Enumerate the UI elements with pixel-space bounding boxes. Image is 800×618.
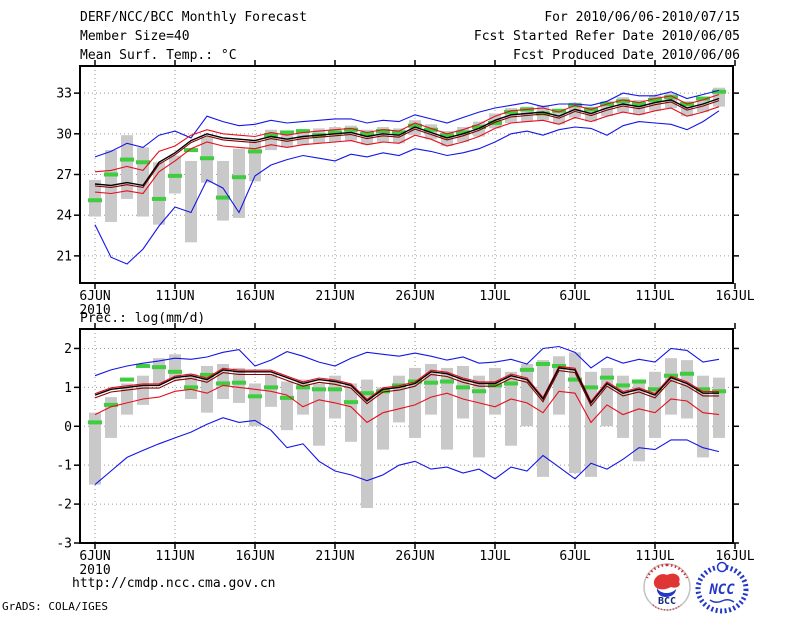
series-ensemble-max (94, 345, 720, 377)
svg-text:-2: -2 (56, 498, 72, 513)
refer-date-label: Fcst Started Refer Date 2010/06/05 (473, 29, 740, 44)
grads-credit: GrADS: COLA/IGES (2, 600, 108, 613)
bcc-logo-blue-swirl (656, 588, 676, 598)
bcc-logo-text: BCC (658, 596, 676, 607)
svg-text:11JUN: 11JUN (155, 289, 194, 304)
bcc-logo-bottom-text-arc (652, 604, 682, 611)
temperature-chart-title: Mean Surf. Temp.: °C (80, 48, 237, 63)
series-ensemble-mean (94, 97, 720, 187)
svg-text:16JUL: 16JUL (715, 289, 754, 304)
ncc-logo-wave (709, 598, 735, 604)
ncc-logo: NCC (695, 561, 749, 614)
svg-text:6JUN: 6JUN (79, 549, 110, 564)
series-observation (88, 362, 726, 425)
svg-text:27: 27 (56, 168, 72, 183)
svg-text:24: 24 (56, 209, 72, 224)
svg-text:21JUN: 21JUN (315, 289, 354, 304)
svg-text:30: 30 (56, 127, 72, 142)
svg-text:16JUL: 16JUL (715, 549, 754, 564)
svg-text:6JUL: 6JUL (559, 549, 590, 564)
svg-text:11JUL: 11JUL (635, 549, 674, 564)
series-lower-quartile (94, 384, 720, 424)
series-ensemble-min (94, 417, 720, 486)
bcc-logo-top-text-arc (666, 563, 689, 579)
svg-text:11JUN: 11JUN (155, 549, 194, 564)
svg-text:33: 33 (56, 87, 72, 102)
axis-ticks-and-labels: 21 24 27 30 33 6JUN 11JUN 16JUN 21JUN 26JUN 1JUL 6J… (56, 60, 755, 318)
svg-text:1JUL: 1JUL (479, 549, 510, 564)
page-title: DERF/NCC/BCC Monthly Forecast (80, 10, 307, 25)
svg-text:-3: -3 (56, 537, 72, 552)
bcc-logo-red-cloud (653, 573, 680, 590)
svg-text:16JUN: 16JUN (235, 549, 274, 564)
svg-text:0: 0 (64, 420, 72, 435)
precip-chart-title: Prec.: log(mm/d) (80, 311, 206, 326)
series-upper-quartile (94, 365, 719, 403)
series-lower-quartile (94, 106, 720, 195)
svg-text:2010: 2010 (79, 563, 110, 578)
svg-text:11JUL: 11JUL (635, 289, 674, 304)
svg-text:16JUN: 16JUN (235, 289, 274, 304)
series-control-run (94, 370, 719, 407)
series-ensemble-min (94, 110, 720, 265)
svg-text:2: 2 (64, 342, 72, 357)
svg-text:21: 21 (56, 249, 72, 264)
plot-border (79, 328, 734, 544)
bcc-logo: BCC (643, 563, 691, 611)
produced-date-label: Fcst Produced Date 2010/06/06 (513, 48, 740, 63)
svg-text:6JUL: 6JUL (559, 289, 590, 304)
svg-text:26JUN: 26JUN (395, 289, 434, 304)
svg-text:21JUN: 21JUN (315, 549, 354, 564)
series-ensemble-mean (94, 367, 719, 405)
svg-text:1JUL: 1JUL (479, 289, 510, 304)
member-size-label: Member Size=40 (80, 29, 190, 44)
series-control-run (94, 100, 720, 189)
svg-text:-1: -1 (56, 459, 72, 474)
ncc-logo-wreath (695, 564, 749, 614)
svg-text:2010: 2010 (79, 303, 110, 318)
bcc-logo-top-text-arc2 (645, 563, 668, 579)
spread-bars (89, 352, 725, 508)
ncc-logo-emblem (716, 561, 728, 573)
spread-bars (89, 87, 725, 243)
forecast-range-label: For 2010/06/06-2010/07/15 (544, 10, 740, 25)
temperature-chart: 21 24 27 30 33 6JUN 11JUN 16JUN 21JUN 26JUN 1JUL 6J… (56, 60, 755, 318)
ncc-logo-text: NCC (708, 582, 735, 598)
source-url: http://cmdp.ncc.cma.gov.cn (72, 576, 276, 591)
svg-text:26JUN: 26JUN (395, 549, 434, 564)
series-ensemble-max (94, 89, 720, 158)
svg-text:1: 1 (64, 381, 72, 396)
svg-text:6JUN: 6JUN (79, 289, 110, 304)
series-upper-quartile (94, 93, 720, 173)
